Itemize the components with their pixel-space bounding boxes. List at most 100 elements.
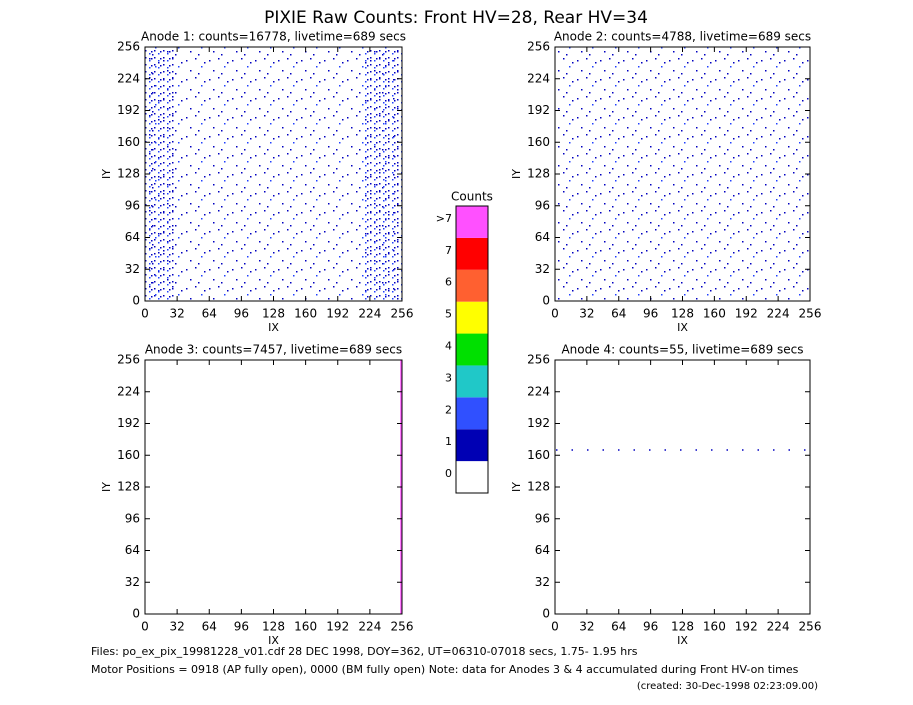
plot-frame [144, 359, 403, 615]
colorbar-label: 1 [445, 435, 452, 448]
y-tick-label: 64 [535, 230, 550, 244]
x-tick-label: 192 [326, 307, 349, 321]
x-tick-label: 256 [799, 620, 822, 634]
y-axis-label: IY [510, 169, 523, 179]
x-axis-label: IX [677, 321, 688, 334]
x-tick-label: 32 [169, 620, 184, 634]
colorbar-label: 0 [445, 467, 452, 480]
x-tick-label: 96 [234, 307, 249, 321]
x-tick-label: 224 [358, 620, 381, 634]
colorbar-label: 2 [445, 403, 452, 416]
y-tick-label: 160 [527, 448, 550, 462]
x-tick-label: 0 [141, 620, 149, 634]
colorbar-label: 5 [445, 308, 452, 321]
x-tick-label: 96 [643, 620, 658, 634]
y-tick-label: 32 [535, 575, 550, 589]
colorbar-label: 6 [445, 276, 452, 289]
y-tick-label: 0 [132, 607, 140, 621]
chart-title: PIXIE Raw Counts: Front HV=28, Rear HV=3… [264, 8, 648, 28]
x-tick-label: 32 [169, 307, 184, 321]
colorbar-cell [456, 206, 488, 238]
x-tick-label: 128 [262, 620, 285, 634]
colorbar-label: 3 [445, 371, 452, 384]
x-tick-label: 96 [234, 620, 249, 634]
colorbar-cell [456, 397, 488, 430]
colorbar-cell [456, 269, 488, 302]
y-tick-label: 224 [117, 384, 140, 398]
panel-title: Anode 1: counts=16778, livetime=689 secs [141, 30, 406, 44]
colorbar-cell [456, 365, 488, 398]
y-tick-label: 32 [535, 262, 550, 276]
x-tick-label: 0 [551, 307, 559, 321]
x-tick-label: 192 [326, 620, 349, 634]
panel-title: Anode 3: counts=7457, livetime=689 secs [145, 343, 402, 357]
x-tick-label: 256 [391, 307, 414, 321]
colorbar-label: >7 [436, 212, 452, 225]
x-tick-label: 160 [703, 620, 726, 634]
x-tick-label: 192 [735, 307, 758, 321]
colorbar-frame [455, 205, 489, 494]
plot-frame [554, 359, 811, 615]
y-tick-label: 96 [125, 198, 140, 212]
y-tick-label: 160 [117, 448, 140, 462]
x-tick-label: 32 [579, 620, 594, 634]
x-tick-label: 160 [294, 307, 317, 321]
x-tick-label: 256 [799, 307, 822, 321]
y-tick-label: 224 [527, 384, 550, 398]
colorbar-cell [456, 429, 488, 462]
y-axis-label: IY [100, 482, 113, 492]
y-tick-label: 128 [527, 167, 550, 181]
x-tick-label: 32 [579, 307, 594, 321]
x-axis-label: IX [677, 634, 688, 647]
y-tick-label: 128 [527, 480, 550, 494]
y-tick-label: 96 [125, 511, 140, 525]
x-tick-label: 224 [767, 620, 790, 634]
y-tick-label: 192 [117, 103, 140, 117]
y-tick-label: 256 [117, 353, 140, 367]
y-tick-label: 256 [117, 40, 140, 54]
y-tick-label: 256 [527, 40, 550, 54]
x-tick-label: 192 [735, 620, 758, 634]
x-axis-label: IX [268, 634, 279, 647]
y-tick-label: 128 [117, 480, 140, 494]
y-tick-label: 64 [125, 230, 140, 244]
x-tick-label: 256 [391, 620, 414, 634]
y-tick-label: 256 [527, 353, 550, 367]
y-tick-label: 0 [132, 294, 140, 308]
x-tick-label: 160 [703, 307, 726, 321]
colorbar-title: Counts [451, 190, 493, 204]
colorbar-cell [456, 461, 488, 493]
y-tick-label: 128 [117, 167, 140, 181]
x-tick-label: 0 [141, 307, 149, 321]
footer-text: (created: 30-Dec-1998 02:23:09.00) [637, 681, 818, 692]
x-tick-label: 64 [611, 620, 626, 634]
colorbar-cell [456, 237, 488, 270]
y-tick-label: 192 [117, 416, 140, 430]
y-tick-label: 160 [527, 135, 550, 149]
x-tick-label: 224 [358, 307, 381, 321]
y-tick-label: 192 [527, 416, 550, 430]
x-axis-label: IX [268, 321, 279, 334]
panel-title: Anode 4: counts=55, livetime=689 secs [561, 343, 803, 357]
colorbar-cell [456, 333, 488, 366]
x-tick-label: 224 [767, 307, 790, 321]
colorbar-label: 7 [445, 244, 452, 257]
y-tick-label: 32 [125, 575, 140, 589]
y-tick-label: 224 [527, 71, 550, 85]
x-tick-label: 160 [294, 620, 317, 634]
y-axis-label: IY [100, 169, 113, 179]
y-tick-label: 96 [535, 198, 550, 212]
x-tick-label: 128 [262, 307, 285, 321]
y-tick-label: 64 [125, 543, 140, 557]
x-tick-label: 64 [611, 307, 626, 321]
x-tick-label: 128 [671, 620, 694, 634]
colorbar-label: 4 [445, 340, 452, 353]
x-tick-label: 128 [671, 307, 694, 321]
y-tick-label: 224 [117, 71, 140, 85]
x-tick-label: 64 [202, 307, 217, 321]
y-tick-label: 160 [117, 135, 140, 149]
x-tick-label: 0 [551, 620, 559, 634]
y-tick-label: 96 [535, 511, 550, 525]
footer-text: Motor Positions = 0918 (AP fully open), … [91, 663, 799, 676]
x-tick-label: 64 [202, 620, 217, 634]
